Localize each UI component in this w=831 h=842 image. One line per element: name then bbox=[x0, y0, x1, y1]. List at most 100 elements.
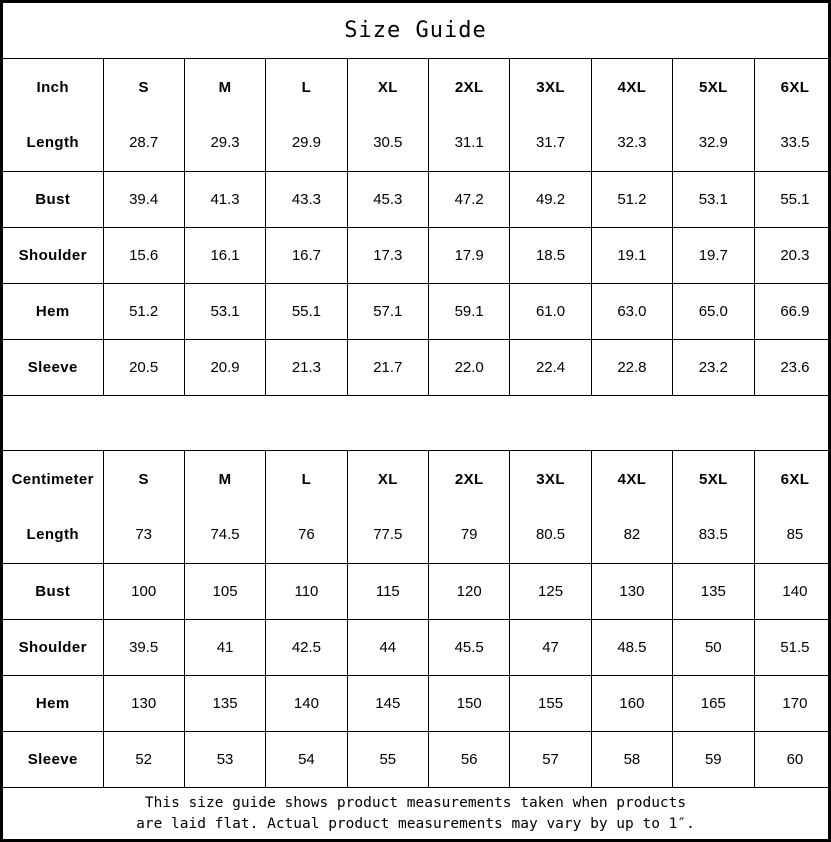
inch-hem-3xl: 61.0 bbox=[509, 283, 592, 340]
cm-bust-s: 100 bbox=[103, 563, 185, 620]
cm-col-header-s: S bbox=[103, 451, 185, 507]
centimeter-table-head: Centimeter S M L XL 2XL 3XL 4XL 5XL 6XL bbox=[3, 451, 831, 507]
inch-bust-3xl: 49.2 bbox=[509, 171, 592, 228]
cm-hem-6xl: 170 bbox=[754, 675, 831, 732]
inch-table-body: Length 28.7 29.3 29.9 30.5 31.1 31.7 32.… bbox=[3, 115, 831, 395]
inch-col-header-4xl: 4XL bbox=[591, 59, 674, 115]
inch-sleeve-2xl: 22.0 bbox=[428, 339, 511, 395]
inch-hem-s: 51.2 bbox=[103, 283, 185, 340]
table-row: Length 73 74.5 76 77.5 79 80.5 82 83.5 8… bbox=[3, 507, 831, 564]
inch-shoulder-3xl: 18.5 bbox=[509, 227, 592, 284]
inch-sleeve-5xl: 23.2 bbox=[672, 339, 755, 395]
cm-hem-s: 130 bbox=[103, 675, 185, 732]
cm-length-s: 73 bbox=[103, 507, 185, 564]
inch-bust-s: 39.4 bbox=[103, 171, 185, 228]
inch-sleeve-l: 21.3 bbox=[265, 339, 348, 395]
cm-row-label-hem: Hem bbox=[3, 675, 104, 732]
cm-col-header-xl: XL bbox=[347, 451, 430, 507]
inch-bust-m: 41.3 bbox=[184, 171, 267, 228]
inch-col-header-6xl: 6XL bbox=[780, 78, 810, 96]
cm-sleeve-5xl: 59 bbox=[672, 731, 755, 787]
inch-shoulder-5xl: 19.7 bbox=[672, 227, 755, 284]
cm-shoulder-m: 41 bbox=[184, 619, 267, 676]
cm-row-label-bust: Bust bbox=[3, 563, 104, 620]
cm-sleeve-s: 52 bbox=[103, 731, 185, 787]
inch-hem-6xl: 66.9 bbox=[754, 283, 831, 340]
cm-bust-xl: 115 bbox=[347, 563, 430, 620]
cm-length-xl: 77.5 bbox=[347, 507, 430, 564]
inch-shoulder-l: 16.7 bbox=[265, 227, 348, 284]
cm-sleeve-2xl: 56 bbox=[428, 731, 511, 787]
inch-length-xl: 30.5 bbox=[347, 115, 430, 172]
cm-bust-5xl: 135 bbox=[672, 563, 755, 620]
cm-sleeve-6xl: 60 bbox=[786, 750, 804, 768]
inch-bust-2xl: 47.2 bbox=[428, 171, 511, 228]
inch-hem-l: 55.1 bbox=[265, 283, 348, 340]
inch-hem-2xl: 59.1 bbox=[428, 283, 511, 340]
cm-row-label-sleeve: Sleeve bbox=[3, 731, 104, 787]
table-row: Hem 51.2 53.1 55.1 57.1 59.1 61.0 63.0 6… bbox=[3, 283, 831, 340]
cm-col-header-4xl: 4XL bbox=[591, 451, 674, 507]
cm-hem-3xl: 155 bbox=[509, 675, 592, 732]
inch-table-block: Inch S M L XL 2XL 3XL 4XL 5XL 6XL Length… bbox=[3, 59, 831, 395]
cm-shoulder-2xl: 45.5 bbox=[428, 619, 511, 676]
cm-col-header-2xl: 2XL bbox=[428, 451, 511, 507]
cm-col-header-5xl: 5XL bbox=[672, 451, 755, 507]
inch-shoulder-6xl: 20.3 bbox=[754, 227, 831, 284]
table-row: Shoulder 39.5 41 42.5 44 45.5 47 48.5 50… bbox=[3, 619, 831, 676]
inch-col-header-5xl: 5XL bbox=[672, 59, 755, 115]
cm-col-header-6xl: 6XL bbox=[780, 470, 810, 488]
inch-size-table: Inch S M L XL 2XL 3XL 4XL 5XL 6XL Length… bbox=[3, 59, 831, 395]
inch-sleeve-6xl: 23.6 bbox=[780, 358, 810, 376]
inch-hem-xl: 57.1 bbox=[347, 283, 430, 340]
cm-hem-2xl: 150 bbox=[428, 675, 511, 732]
cm-hem-l: 140 bbox=[265, 675, 348, 732]
footer-disclaimer: This size guide shows product measuremen… bbox=[3, 787, 828, 839]
cm-hem-xl: 145 bbox=[347, 675, 430, 732]
cm-length-6xl: 85 bbox=[754, 507, 831, 564]
inch-shoulder-2xl: 17.9 bbox=[428, 227, 511, 284]
inch-table-head: Inch S M L XL 2XL 3XL 4XL 5XL 6XL bbox=[3, 59, 831, 115]
table-row: Length 28.7 29.3 29.9 30.5 31.1 31.7 32.… bbox=[3, 115, 831, 172]
table-row: Sleeve 52 53 54 55 56 57 58 59 60 bbox=[3, 731, 831, 787]
inch-length-4xl: 32.3 bbox=[591, 115, 674, 172]
cm-sleeve-l: 54 bbox=[265, 731, 348, 787]
table-row: Sleeve 20.5 20.9 21.3 21.7 22.0 22.4 22.… bbox=[3, 339, 831, 395]
inch-col-header-l: L bbox=[265, 59, 348, 115]
footer-line-2: are laid flat. Actual product measuremen… bbox=[136, 815, 695, 832]
inch-hem-5xl: 65.0 bbox=[672, 283, 755, 340]
cm-sleeve-m: 53 bbox=[184, 731, 267, 787]
cm-bust-4xl: 130 bbox=[591, 563, 674, 620]
centimeter-table-body: Length 73 74.5 76 77.5 79 80.5 82 83.5 8… bbox=[3, 507, 831, 787]
inch-col-header-3xl: 3XL bbox=[509, 59, 592, 115]
inch-shoulder-4xl: 19.1 bbox=[591, 227, 674, 284]
cm-bust-6xl: 140 bbox=[754, 563, 831, 620]
cm-length-3xl: 80.5 bbox=[509, 507, 592, 564]
inch-length-l: 29.9 bbox=[265, 115, 348, 172]
inch-sleeve-s: 20.5 bbox=[103, 339, 185, 395]
cm-row-label-shoulder: Shoulder bbox=[3, 619, 104, 676]
cm-shoulder-s: 39.5 bbox=[103, 619, 185, 676]
inch-shoulder-s: 15.6 bbox=[103, 227, 185, 284]
inch-row-label-sleeve: Sleeve bbox=[3, 339, 104, 395]
inch-sleeve-m: 20.9 bbox=[184, 339, 267, 395]
cm-hem-5xl: 165 bbox=[672, 675, 755, 732]
cm-bust-2xl: 120 bbox=[428, 563, 511, 620]
cm-bust-l: 110 bbox=[265, 563, 348, 620]
table-row: Bust 100 105 110 115 120 125 130 135 140 bbox=[3, 563, 831, 620]
inch-shoulder-xl: 17.3 bbox=[347, 227, 430, 284]
inch-sleeve-4xl: 22.8 bbox=[591, 339, 674, 395]
inch-length-m: 29.3 bbox=[184, 115, 267, 172]
inch-length-3xl: 31.7 bbox=[509, 115, 592, 172]
inch-hem-4xl: 63.0 bbox=[591, 283, 674, 340]
inch-col-header-s: S bbox=[103, 59, 185, 115]
inch-bust-l: 43.3 bbox=[265, 171, 348, 228]
cm-shoulder-6xl: 51.5 bbox=[754, 619, 831, 676]
cm-col-header-l: L bbox=[265, 451, 348, 507]
cm-shoulder-3xl: 47 bbox=[509, 619, 592, 676]
title-row: Size Guide bbox=[3, 3, 828, 59]
table-row: Bust 39.4 41.3 43.3 45.3 47.2 49.2 51.2 … bbox=[3, 171, 831, 228]
centimeter-table-block: Centimeter S M L XL 2XL 3XL 4XL 5XL 6XL … bbox=[3, 451, 831, 787]
inch-bust-xl: 45.3 bbox=[347, 171, 430, 228]
